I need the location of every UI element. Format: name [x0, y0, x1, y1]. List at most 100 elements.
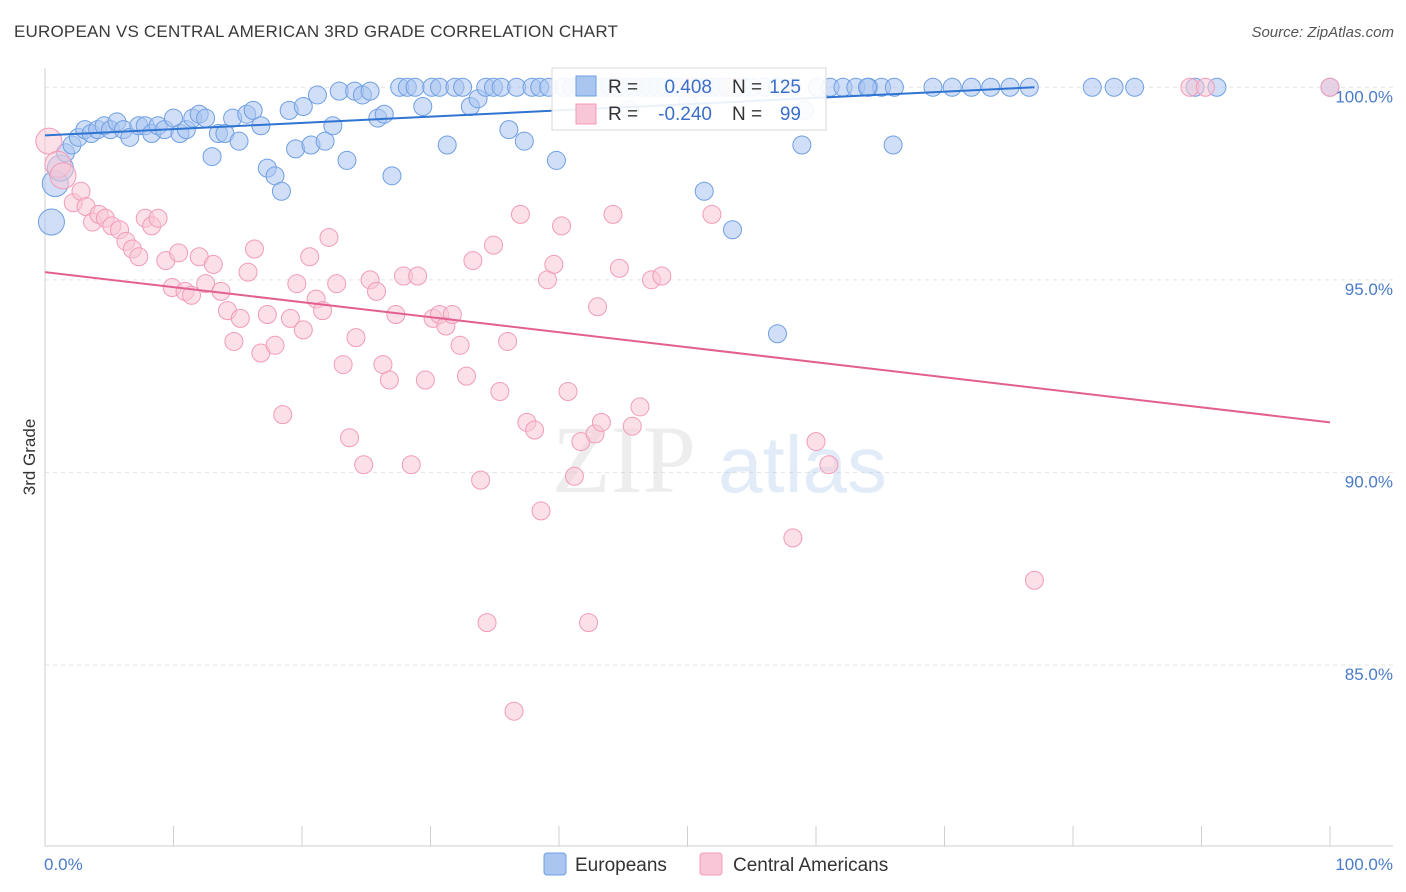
point-european [360, 81, 380, 101]
point-european [546, 150, 566, 170]
point-central-american [490, 382, 510, 402]
point-central-american [300, 247, 320, 267]
y-tick-label: 100.0% [1335, 87, 1393, 106]
point-european [767, 324, 787, 344]
point-central-american [1320, 77, 1340, 97]
point-european [374, 104, 394, 124]
point-central-american [544, 254, 564, 274]
point-central-american [558, 382, 578, 402]
point-central-american [531, 501, 551, 521]
stats-swatch-central-americans [575, 103, 597, 125]
point-central-american [603, 204, 623, 224]
x-tick-label-min: 0.0% [44, 855, 83, 874]
point-european [1104, 77, 1124, 97]
stats-r-label-central-americans: R = [608, 104, 638, 125]
stats-n-label-europeans: N = [732, 77, 762, 98]
point-central-american [327, 274, 347, 294]
point-european [792, 135, 812, 155]
point-european [405, 77, 425, 97]
point-central-american [456, 366, 476, 386]
trend-line-europeans [44, 86, 1035, 137]
axes [44, 68, 1393, 847]
point-central-american [346, 328, 366, 348]
point-central-american [591, 412, 611, 432]
point-european [307, 85, 327, 105]
point-central-american [257, 304, 277, 324]
point-central-american [230, 308, 250, 328]
legend-swatch-europeans [543, 852, 567, 876]
point-central-american [609, 258, 629, 278]
point-central-american [1024, 570, 1044, 590]
stats-n-value-europeans: 125 [769, 77, 801, 98]
x-tick-label-max: 100.0% [1335, 855, 1393, 874]
point-central-american [35, 127, 63, 155]
point-european [499, 120, 519, 140]
point-central-american [552, 216, 572, 236]
point-central-american [564, 466, 584, 486]
point-european [942, 77, 962, 97]
point-central-american [579, 613, 599, 633]
watermark-atlas: atlas [718, 420, 887, 509]
stats-legend-frame [551, 67, 827, 131]
point-european [883, 135, 903, 155]
point-central-american [238, 262, 258, 282]
point-european [437, 135, 457, 155]
point-central-american [169, 243, 189, 263]
point-central-american [783, 528, 803, 548]
point-european [981, 77, 1001, 97]
point-european [196, 108, 216, 128]
point-central-american [367, 281, 387, 301]
point-central-american [806, 432, 826, 452]
point-central-american [340, 428, 360, 448]
stats-r-value-central-americans: -0.240 [658, 104, 712, 125]
point-central-american [196, 274, 216, 294]
legend-swatch-central-americans [699, 852, 723, 876]
stats-n-label-central-americans: N = [732, 104, 762, 125]
chart-title: EUROPEAN VS CENTRAL AMERICAN 3RD GRADE C… [14, 22, 619, 41]
point-european [1082, 77, 1102, 97]
point-central-american [287, 274, 307, 294]
trend-lines [44, 86, 1331, 424]
point-european [37, 208, 65, 236]
point-central-american [463, 251, 483, 271]
point-central-american [588, 297, 608, 317]
y-tick-labels: 85.0% 90.0% 95.0% 100.0% [1335, 87, 1393, 684]
point-central-american [483, 235, 503, 255]
point-central-american [293, 320, 313, 340]
point-european [315, 131, 335, 151]
point-central-american [49, 162, 77, 190]
point-central-american [408, 266, 428, 286]
x-axis-ticks [44, 826, 1331, 846]
point-central-american [702, 204, 722, 224]
point-european [202, 147, 222, 167]
series-central-americans [35, 77, 1340, 721]
point-central-american [630, 397, 650, 417]
series-legend: Europeans Central Americans [543, 852, 888, 876]
y-tick-label: 95.0% [1345, 280, 1393, 299]
point-central-american [1195, 77, 1215, 97]
point-central-american [525, 420, 545, 440]
stats-n-value-central-americans: 99 [780, 104, 801, 125]
point-central-american [450, 335, 470, 355]
point-european [884, 77, 904, 97]
point-central-american [354, 455, 374, 475]
point-european [722, 220, 742, 240]
point-central-american [129, 247, 149, 267]
legend-label-europeans: Europeans [575, 855, 667, 876]
source-note: Source: ZipAtlas.com [1251, 24, 1394, 41]
stats-legend: R = 0.408 N = 125 R = -0.240 N = 99 [551, 67, 827, 131]
legend-label-central-americans: Central Americans [733, 855, 888, 876]
stats-swatch-europeans [575, 75, 597, 97]
point-european [923, 77, 943, 97]
point-european [413, 97, 433, 117]
point-central-american [415, 370, 435, 390]
trend-line-central-americans [44, 271, 1331, 424]
point-european [271, 181, 291, 201]
point-central-american [819, 455, 839, 475]
point-european [323, 116, 343, 136]
point-european [229, 131, 249, 151]
point-central-american [273, 405, 293, 425]
point-european [293, 97, 313, 117]
point-european [694, 181, 714, 201]
